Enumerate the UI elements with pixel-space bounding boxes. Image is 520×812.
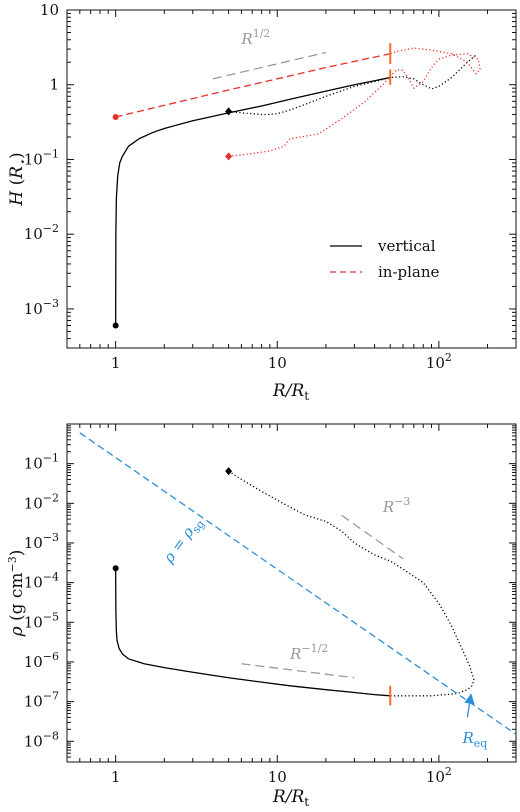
annotation-label: ρ = ρsg	[159, 513, 207, 569]
series-group-bottom	[79, 432, 516, 735]
guide-group-top: R1/2	[212, 27, 327, 80]
plot-frame-top	[66, 9, 517, 349]
y-tick-label: 1	[49, 76, 59, 94]
y-tick-label: 10−3	[24, 531, 59, 552]
series-line-trajectory-1	[228, 470, 475, 697]
y-tick-label: 10−7	[24, 690, 59, 711]
x-tick-label: 102	[426, 351, 452, 372]
plot-frame-bottom	[66, 423, 517, 763]
x-axis-label-bottom: R/Rt	[272, 787, 309, 809]
annotation-group-bottom: ρ = ρsg Req	[159, 513, 488, 750]
start-point	[112, 113, 119, 120]
x-axis-label-top: R/Rt	[272, 381, 309, 403]
power-law-label: R−1/2	[289, 642, 328, 663]
y-tick-label: 10−2	[24, 491, 59, 512]
y-tick-label: 10−4	[24, 571, 59, 592]
y-tick-label: 10−1	[24, 452, 59, 473]
legend-label-vertical: vertical	[377, 237, 436, 255]
y-axis-label-bottom: ρ (g cm−3)	[6, 550, 27, 638]
y-tick-label: 10−6	[24, 650, 59, 671]
series-line-trajectory-2	[228, 54, 477, 116]
y-tick-label: 10−3	[24, 297, 59, 318]
annotation-label: Req	[462, 729, 488, 750]
start-point-diamond	[225, 152, 233, 161]
x-tick-label: 102	[426, 765, 452, 786]
series-group-top	[115, 47, 481, 326]
power-law-label: R1/2	[240, 27, 270, 48]
tick-group-bottom: 1 10 102 10−8 10−7 10−6 10−5 10−4 10−3 10−2 10−1	[24, 423, 517, 786]
y-tick-label: 10−5	[24, 610, 59, 631]
series-line-trajectory-3	[228, 47, 481, 158]
series-line-trajectory-2	[79, 432, 516, 735]
x-tick-label: 1	[111, 768, 121, 786]
r-eq-arrow	[464, 693, 475, 718]
y-tick-label: 10−8	[24, 729, 59, 750]
series-line-in-plane	[115, 53, 391, 118]
tick-group-top: 1 10 102 10−3 10−2 10−1 1 10	[24, 1, 517, 372]
power-law-label: R−3	[382, 495, 411, 516]
guide-group-bottom: R−3 R−1/2	[241, 495, 411, 679]
x-tick-label: 1	[111, 354, 121, 372]
y-tick-label: 10−1	[24, 147, 59, 168]
start-point-diamond	[225, 107, 233, 116]
start-point	[112, 322, 119, 329]
series-line-vertical	[115, 76, 391, 326]
series-line-trajectory-0	[115, 568, 391, 697]
power-law-guide	[241, 663, 355, 679]
y-tick-label: 10	[40, 1, 59, 19]
x-tick-label: 10	[268, 354, 287, 372]
y-axis-label-top: H (R⋆)	[7, 152, 29, 206]
mark-group-bottom	[112, 467, 392, 706]
legend-label-in-plane: in-plane	[378, 263, 440, 281]
start-point	[112, 565, 119, 572]
mark-group-top	[112, 43, 392, 329]
height-panel: 1 10 102 10−3 10−2 10−1 1 10 R1/2 vertical in-p…	[7, 1, 517, 403]
power-law-guide	[212, 51, 327, 80]
power-law-guide	[341, 514, 404, 560]
density-panel: 1 10 102 10−8 10−7 10−6 10−5 10−4 10−3 10−2 10−1 R…	[6, 423, 517, 809]
y-tick-label: 10−2	[24, 222, 59, 243]
legend: vertical in-plane	[330, 237, 440, 281]
start-point-diamond	[225, 467, 233, 476]
x-tick-label: 10	[268, 768, 287, 786]
